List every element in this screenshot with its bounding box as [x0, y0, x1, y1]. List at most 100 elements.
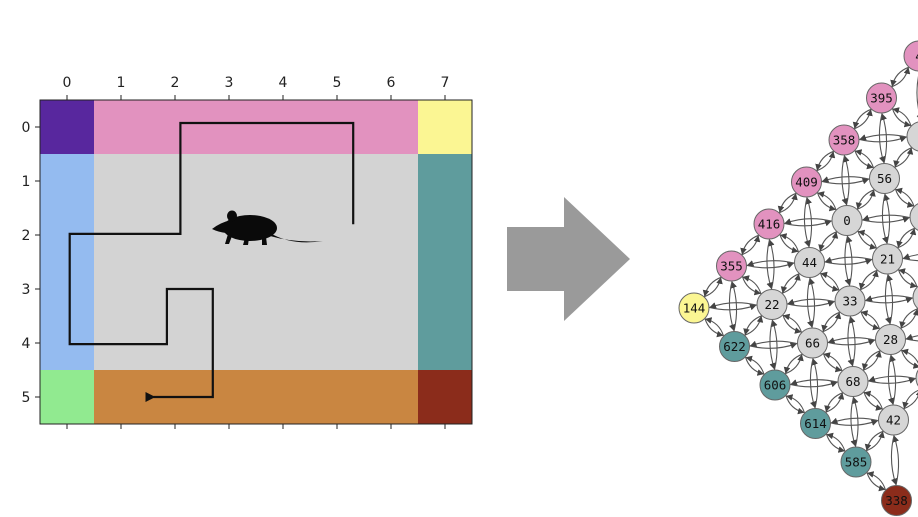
graph-node-label: 0	[843, 213, 851, 228]
graph-edge	[898, 268, 918, 288]
graph-edge	[866, 472, 886, 492]
graph-edge	[779, 233, 800, 253]
graph-edge	[902, 389, 918, 409]
graph-edge	[818, 231, 838, 252]
x-tick-label: 2	[171, 75, 180, 91]
graph-node: 21	[872, 243, 903, 275]
y-tick-label: 0	[22, 120, 31, 136]
graph-node-label: 358	[833, 133, 856, 148]
graph-edge	[884, 273, 892, 325]
graph-edge	[819, 272, 840, 292]
graph-edge	[808, 277, 816, 329]
graph-edge	[855, 189, 875, 210]
graph-node: 585	[840, 446, 872, 478]
graph-node-circle	[831, 205, 863, 236]
graph-node-circle	[791, 166, 822, 198]
graph-edge	[782, 313, 803, 333]
graph-edge	[809, 357, 817, 409]
x-tick-label: 0	[63, 75, 72, 91]
graph-node	[909, 203, 918, 231]
graph-node-label: 33	[842, 294, 857, 309]
graph-edge	[815, 150, 835, 171]
graph-edge	[785, 394, 806, 414]
graph-node-circle	[869, 163, 900, 194]
graph-edge	[741, 276, 762, 296]
graph-edge	[742, 275, 762, 295]
graph-edge	[843, 155, 850, 206]
graph-edge	[883, 193, 891, 245]
graph-node-label: 68	[845, 374, 860, 389]
graph-edge	[817, 191, 837, 211]
graph-node: 416	[753, 208, 785, 240]
graph-node: 4	[903, 40, 918, 72]
graph-edge	[702, 276, 722, 297]
graph-edge	[905, 333, 918, 340]
x-tick-label: 4	[279, 75, 288, 91]
graph-node-label: 21	[880, 252, 895, 267]
graph-edge	[824, 256, 873, 263]
graph-edge	[863, 390, 884, 410]
maze-frame	[39, 99, 473, 425]
graph-node-label: 4	[915, 49, 918, 64]
graph-edge	[781, 273, 801, 294]
graph-edge	[857, 229, 878, 249]
graph-edge	[830, 417, 879, 424]
graph-node-label: 22	[764, 297, 779, 312]
graph-edge	[787, 298, 836, 305]
graph-node-circle	[756, 289, 788, 320]
graph-edge	[878, 112, 886, 164]
graph-edge	[825, 433, 846, 453]
graph-edge	[744, 356, 765, 376]
graph-edge	[745, 355, 765, 375]
rat-silhouette-icon	[212, 210, 323, 245]
graph-node-label: 585	[845, 455, 868, 470]
graph-edge	[703, 277, 723, 298]
maze-corner-bottom-right	[418, 370, 472, 424]
graph-node: 68	[837, 366, 869, 397]
x-tick-label: 3	[225, 75, 234, 91]
graph-edge	[891, 108, 912, 128]
graph-node: 358	[828, 124, 860, 156]
graph-edge	[740, 234, 760, 255]
graph-node-label: 42	[886, 413, 901, 428]
graph-node: 606	[759, 369, 791, 401]
graph-edge	[744, 315, 764, 336]
graph-edge	[805, 197, 813, 248]
graph-node-label: 416	[758, 217, 781, 232]
maze-corner-top-right	[418, 100, 472, 154]
graph-edge	[857, 230, 877, 250]
graph-node-circle	[903, 40, 918, 72]
maze-interior	[94, 154, 418, 370]
graph-edge	[890, 66, 910, 87]
graph-edge	[816, 192, 837, 212]
graph-edge	[866, 471, 887, 491]
graph-node: 355	[716, 250, 747, 282]
graph-node-circle	[872, 243, 903, 275]
graph-edge	[847, 315, 854, 367]
graph-node: 22	[756, 289, 788, 320]
x-tick-label: 1	[117, 75, 126, 91]
graph-edge	[728, 280, 736, 332]
graph-edge	[865, 431, 885, 452]
graph-node-circle	[719, 331, 750, 362]
graph-node: 44	[794, 247, 825, 278]
y-tick-label: 4	[22, 336, 31, 352]
graph-edge	[749, 340, 798, 347]
graph-edge	[811, 358, 819, 409]
graph-edge	[856, 189, 876, 210]
graph-node-circle	[797, 327, 828, 359]
graph-edge	[806, 277, 814, 328]
x-tick-label: 6	[387, 75, 396, 91]
graph-edge	[902, 253, 918, 260]
graph-node-label: 144	[683, 301, 706, 316]
graph-edge	[894, 147, 914, 168]
graph-edge	[704, 318, 724, 338]
graph-edge	[894, 188, 915, 208]
graph-edge	[820, 271, 840, 291]
graph-edge	[892, 435, 900, 486]
graph-node-label: 56	[877, 171, 892, 186]
graph-node-circle	[753, 208, 785, 240]
graph-edge	[896, 227, 916, 248]
graph-edge	[889, 354, 897, 406]
